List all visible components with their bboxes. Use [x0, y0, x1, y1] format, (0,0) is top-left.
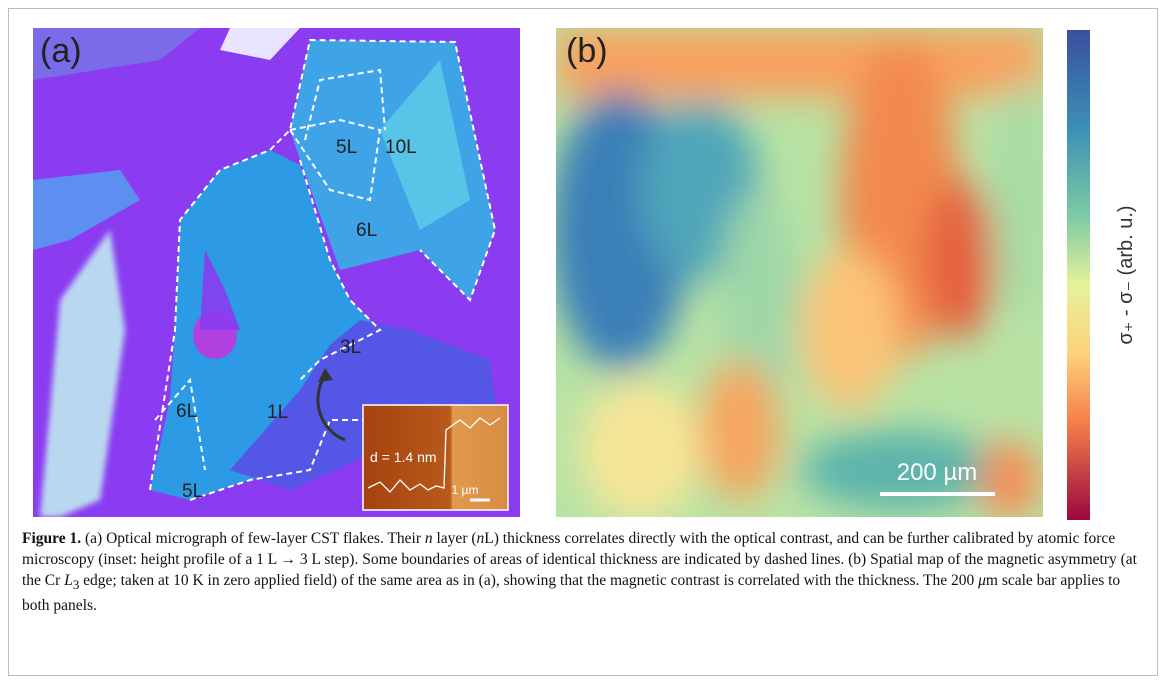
inset-scale: 1 µm — [452, 483, 479, 497]
region-label: 5L — [182, 481, 203, 502]
region-label: 6L — [356, 220, 377, 241]
caption-italic: n — [425, 530, 433, 547]
caption-label: Figure 1. — [22, 530, 81, 547]
caption-text: (a) Optical micrograph of few-layer CST … — [85, 530, 425, 547]
inset-thickness: d = 1.4 nm — [370, 449, 437, 465]
region-label: 6L — [176, 401, 197, 422]
colorbar-label: σ₊ - σ₋ (arb. u.) — [1115, 205, 1137, 344]
region-label: 10L — [385, 137, 417, 158]
colorbar — [1067, 30, 1090, 520]
panel-label: (b) — [566, 32, 608, 70]
page: d = 1.4 nm 1 µm (a) 5L 10L 6L 3L 6L 1L 5… — [0, 0, 1168, 684]
figure: d = 1.4 nm 1 µm (a) 5L 10L 6L 3L 6L 1L 5… — [0, 0, 1168, 530]
inset: d = 1.4 nm 1 µm — [363, 405, 508, 510]
region-label: 1L — [267, 402, 288, 423]
caption-italic: L — [64, 572, 73, 589]
caption: Figure 1. (a) Optical micrograph of few-… — [22, 528, 1148, 616]
panel-label: (a) — [40, 32, 82, 70]
caption-italic: μ — [978, 572, 986, 589]
caption-text: layer ( — [433, 530, 477, 547]
asymmetry-map: 200 µm — [550, 28, 1050, 520]
scale-bar-label: 200 µm — [897, 459, 978, 486]
scale-bar — [880, 492, 995, 496]
micrograph: d = 1.4 nm 1 µm — [33, 28, 520, 517]
region-label: 3L — [340, 337, 361, 358]
caption-text: edge; taken at 10 K in zero applied fiel… — [79, 572, 978, 589]
region-label: 5L — [336, 137, 357, 158]
